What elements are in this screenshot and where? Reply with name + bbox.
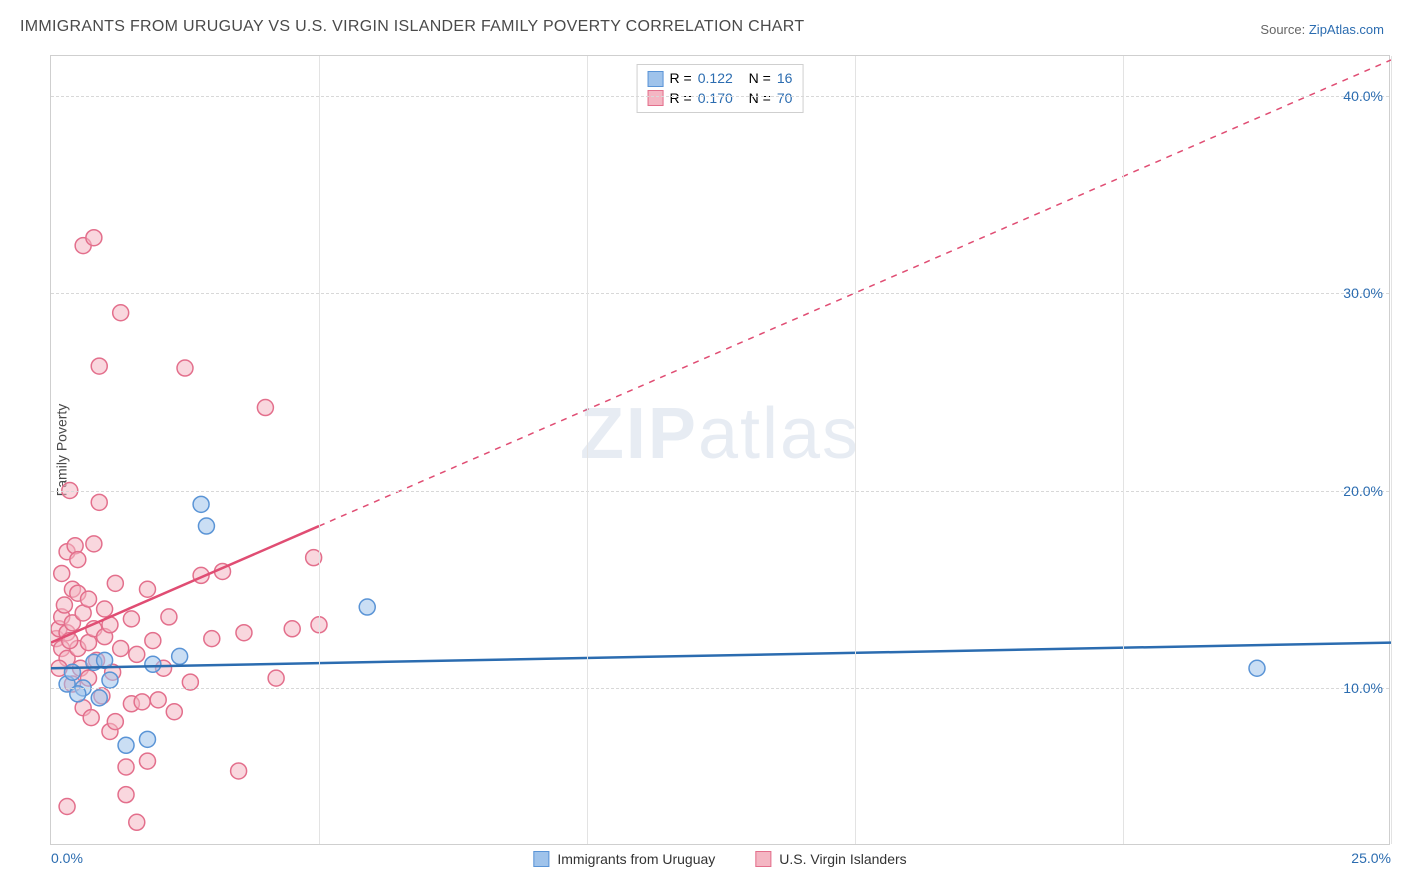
y-tick-label: 40.0% bbox=[1343, 88, 1383, 104]
r-value-virgin: 0.170 bbox=[698, 89, 733, 109]
legend-label-uruguay: Immigrants from Uruguay bbox=[557, 851, 715, 867]
gridline-h bbox=[51, 688, 1389, 689]
legend-correlation: R = 0.122 N = 16 R = 0.170 N = 70 bbox=[637, 64, 804, 113]
n-value-virgin: 70 bbox=[777, 89, 793, 109]
y-tick-label: 20.0% bbox=[1343, 483, 1383, 499]
plot-area: ZIPatlas R = 0.122 N = 16 R = 0.170 N = … bbox=[50, 55, 1390, 845]
legend-item-virgin: U.S. Virgin Islanders bbox=[755, 851, 906, 867]
gridline-v bbox=[587, 56, 588, 844]
r-value-uruguay: 0.122 bbox=[698, 69, 733, 89]
scatter-svg bbox=[51, 56, 1391, 846]
y-tick-label: 10.0% bbox=[1343, 680, 1383, 696]
plot-wrap: Family Poverty ZIPatlas R = 0.122 N = 16… bbox=[50, 55, 1390, 845]
gridline-h bbox=[51, 96, 1389, 97]
n-value-uruguay: 16 bbox=[777, 69, 793, 89]
chart-title: IMMIGRANTS FROM URUGUAY VS U.S. VIRGIN I… bbox=[20, 18, 804, 36]
gridline-h bbox=[51, 293, 1389, 294]
gridline-v bbox=[319, 56, 320, 844]
gridline-v bbox=[1391, 56, 1392, 844]
source-link[interactable]: ZipAtlas.com bbox=[1309, 22, 1384, 37]
gridline-h bbox=[51, 491, 1389, 492]
r-label: R = bbox=[670, 69, 692, 89]
legend-series: Immigrants from Uruguay U.S. Virgin Isla… bbox=[533, 851, 906, 867]
legend-label-virgin: U.S. Virgin Islanders bbox=[779, 851, 906, 867]
legend-swatch-virgin bbox=[648, 90, 664, 106]
r-label: R = bbox=[670, 89, 692, 109]
source-attribution: Source: ZipAtlas.com bbox=[1260, 22, 1384, 37]
legend-item-uruguay: Immigrants from Uruguay bbox=[533, 851, 715, 867]
y-tick-label: 30.0% bbox=[1343, 285, 1383, 301]
legend-row-virgin: R = 0.170 N = 70 bbox=[648, 89, 793, 109]
x-tick-label: 0.0% bbox=[51, 850, 83, 866]
x-tick-label: 25.0% bbox=[1351, 850, 1391, 866]
n-label: N = bbox=[749, 89, 771, 109]
legend-bottom-swatch-virgin bbox=[755, 851, 771, 867]
gridline-v bbox=[1123, 56, 1124, 844]
legend-bottom-swatch-uruguay bbox=[533, 851, 549, 867]
n-label: N = bbox=[749, 69, 771, 89]
legend-swatch-uruguay bbox=[648, 71, 664, 87]
source-label: Source: bbox=[1260, 22, 1305, 37]
gridline-v bbox=[855, 56, 856, 844]
legend-row-uruguay: R = 0.122 N = 16 bbox=[648, 69, 793, 89]
